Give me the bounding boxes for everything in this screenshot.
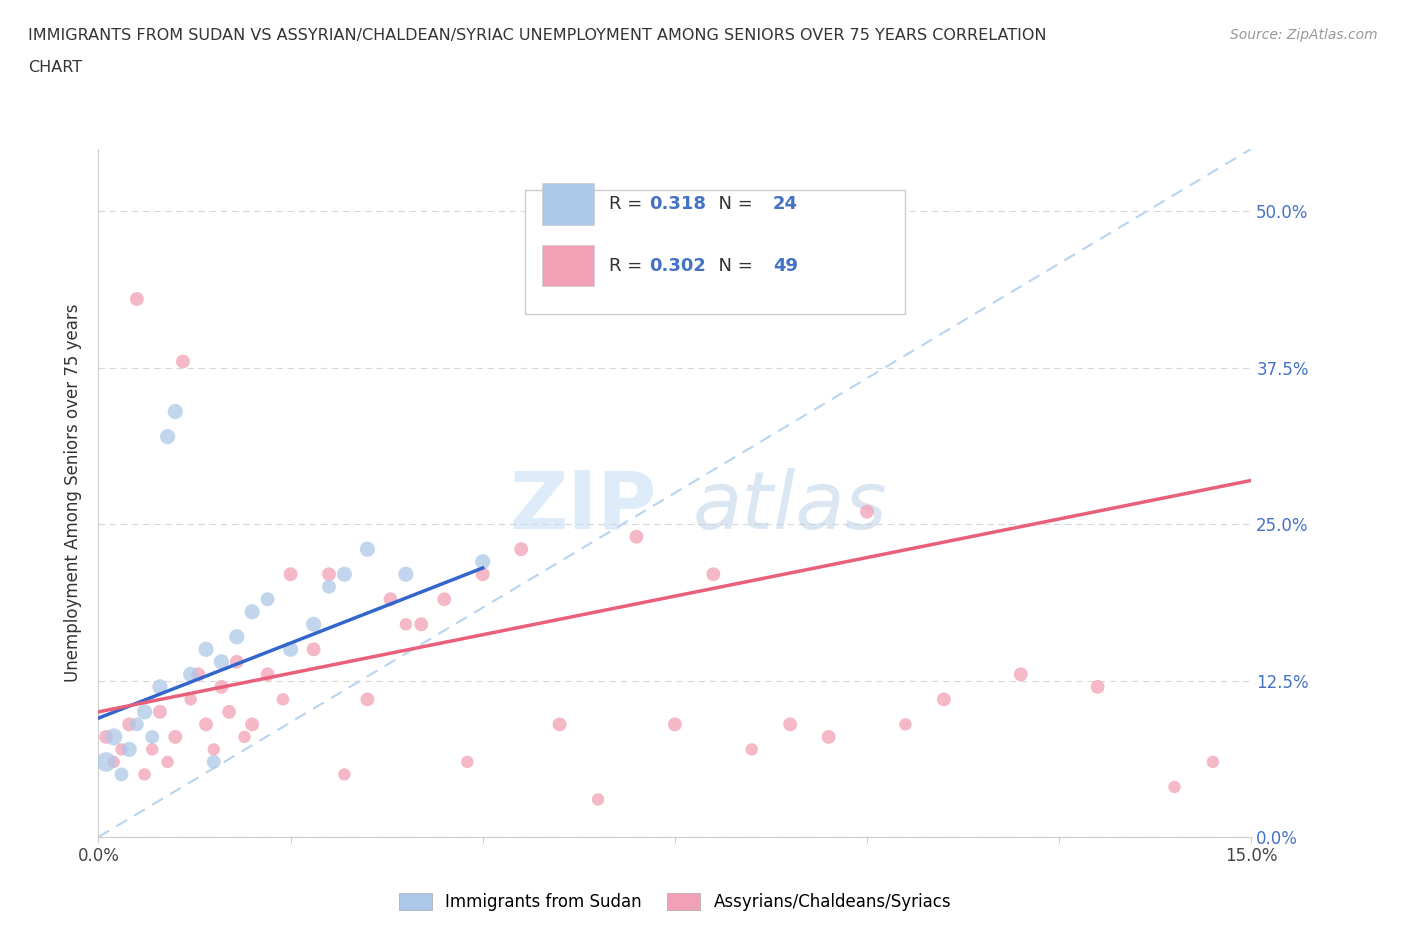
Text: N =: N = — [707, 195, 759, 213]
Point — [110, 767, 132, 782]
Point — [218, 704, 240, 719]
Point — [180, 667, 202, 682]
Text: Source: ZipAtlas.com: Source: ZipAtlas.com — [1230, 28, 1378, 42]
Text: 0.318: 0.318 — [650, 195, 707, 213]
Point — [1087, 680, 1109, 695]
Y-axis label: Unemployment Among Seniors over 75 years: Unemployment Among Seniors over 75 years — [65, 304, 83, 682]
FancyBboxPatch shape — [543, 246, 595, 286]
Point — [149, 680, 172, 695]
Point — [256, 667, 278, 682]
Point — [256, 591, 278, 606]
Point — [209, 680, 232, 695]
Point — [187, 667, 209, 682]
Point — [356, 542, 378, 557]
Point — [233, 729, 256, 744]
Point — [125, 717, 148, 732]
Point — [1163, 779, 1185, 794]
Point — [240, 604, 263, 619]
Point — [280, 642, 302, 657]
Point — [456, 754, 478, 769]
Point — [195, 642, 218, 657]
Point — [271, 692, 294, 707]
Point — [134, 704, 156, 719]
Point — [302, 617, 325, 631]
Point — [664, 717, 686, 732]
Text: ZIP: ZIP — [509, 468, 657, 546]
Point — [225, 630, 247, 644]
Text: N =: N = — [707, 257, 759, 274]
Point — [125, 291, 148, 306]
Point — [202, 754, 225, 769]
Point — [356, 692, 378, 707]
Point — [180, 692, 202, 707]
Point — [510, 542, 533, 557]
Point — [779, 717, 801, 732]
Point — [411, 617, 433, 631]
Text: CHART: CHART — [28, 60, 82, 75]
Point — [626, 529, 648, 544]
Point — [240, 717, 263, 732]
Text: R =: R = — [609, 195, 648, 213]
Point — [118, 717, 141, 732]
Point — [856, 504, 879, 519]
FancyBboxPatch shape — [524, 190, 905, 314]
Point — [165, 405, 187, 419]
Point — [471, 566, 494, 581]
Point — [103, 729, 125, 744]
Point — [333, 767, 356, 782]
Point — [110, 742, 132, 757]
Point — [165, 729, 187, 744]
Point — [118, 742, 141, 757]
Point — [395, 617, 418, 631]
Point — [141, 729, 163, 744]
Text: 24: 24 — [773, 195, 797, 213]
Point — [817, 729, 839, 744]
Point — [103, 754, 125, 769]
Point — [548, 717, 571, 732]
Point — [318, 566, 340, 581]
Text: 0.302: 0.302 — [650, 257, 706, 274]
Point — [586, 792, 609, 807]
Text: atlas: atlas — [693, 468, 887, 546]
Point — [1010, 667, 1032, 682]
Point — [202, 742, 225, 757]
Point — [141, 742, 163, 757]
Point — [149, 704, 172, 719]
Point — [702, 566, 724, 581]
Point — [1202, 754, 1225, 769]
Point — [280, 566, 302, 581]
Text: IMMIGRANTS FROM SUDAN VS ASSYRIAN/CHALDEAN/SYRIAC UNEMPLOYMENT AMONG SENIORS OVE: IMMIGRANTS FROM SUDAN VS ASSYRIAN/CHALDE… — [28, 28, 1046, 43]
Legend: Immigrants from Sudan, Assyrians/Chaldeans/Syriacs: Immigrants from Sudan, Assyrians/Chaldea… — [392, 886, 957, 918]
FancyBboxPatch shape — [543, 183, 595, 224]
Point — [156, 429, 179, 444]
Text: R =: R = — [609, 257, 648, 274]
Text: 49: 49 — [773, 257, 797, 274]
Point — [395, 566, 418, 581]
Point — [932, 692, 955, 707]
Point — [894, 717, 917, 732]
Point — [172, 354, 194, 369]
Point — [380, 591, 402, 606]
Point — [209, 655, 232, 670]
Point — [156, 754, 179, 769]
Point — [94, 754, 117, 769]
Point — [433, 591, 456, 606]
Point — [471, 554, 494, 569]
Point — [318, 579, 340, 594]
Point — [94, 729, 117, 744]
Point — [302, 642, 325, 657]
Point — [333, 566, 356, 581]
Point — [225, 655, 247, 670]
Point — [741, 742, 763, 757]
Point — [134, 767, 156, 782]
Point — [195, 717, 218, 732]
